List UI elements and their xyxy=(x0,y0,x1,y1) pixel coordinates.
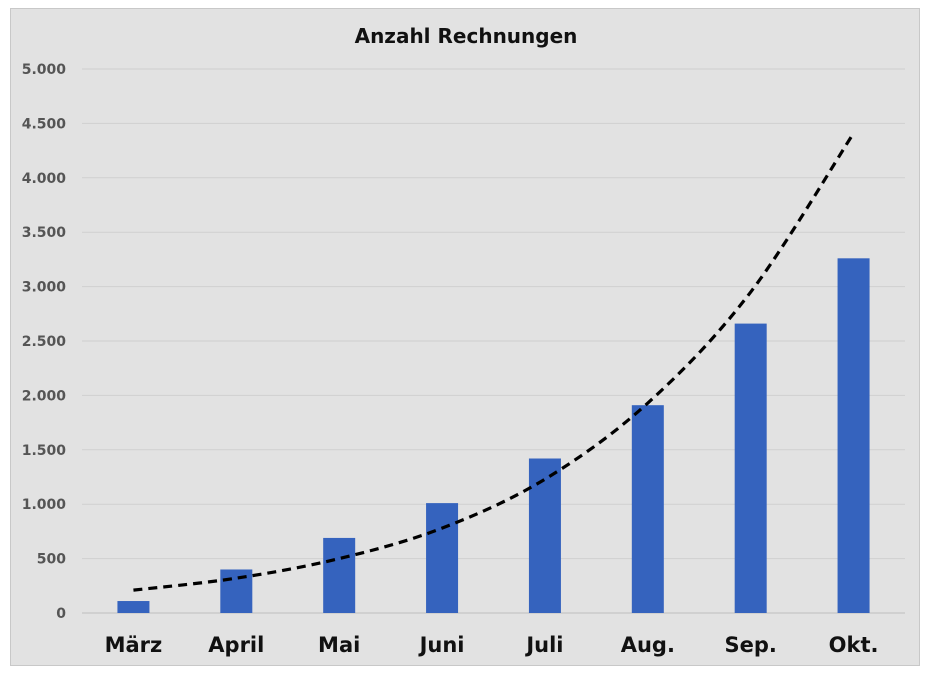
trendline-path xyxy=(133,132,855,592)
y-tick-label: 1.500 xyxy=(22,443,67,459)
bar xyxy=(837,258,870,613)
y-tick-label: 5.000 xyxy=(22,62,67,78)
y-tick-label: 2.000 xyxy=(22,388,67,404)
y-tick-label: 3.500 xyxy=(22,225,67,241)
x-tick-label: Okt. xyxy=(829,633,879,657)
x-tick-label: Sep. xyxy=(724,633,776,657)
bar xyxy=(734,323,767,613)
bar xyxy=(426,503,459,613)
bars xyxy=(117,258,870,613)
y-axis-ticks: 0 500 1.000 1.500 2.000 2.500 3.000 3.500 4.000 4… xyxy=(22,62,67,622)
x-tick-label: Juli xyxy=(524,633,563,657)
x-tick-label: März xyxy=(105,633,163,657)
bar-chart: Anzahl Rechnungen 0 500 1.000 1.500 2.000 2.5… xyxy=(22,24,905,657)
y-tick-label: 1.000 xyxy=(22,497,67,513)
bar xyxy=(117,601,150,613)
bar xyxy=(631,405,664,613)
x-tick-label: Juni xyxy=(418,633,465,657)
bar xyxy=(323,537,356,613)
x-axis-ticks: März April Mai Juni Juli Aug. Sep. Okt. xyxy=(105,633,879,657)
y-tick-label: 3.000 xyxy=(22,280,67,296)
bar xyxy=(220,569,253,613)
x-tick-label: Aug. xyxy=(621,633,675,657)
chart-title: Anzahl Rechnungen xyxy=(355,24,578,48)
chart-frame: Anzahl Rechnungen 0 500 1.000 1.500 2.000 2.5… xyxy=(10,8,920,666)
x-tick-label: April xyxy=(208,633,264,657)
y-tick-label: 0 xyxy=(56,606,66,622)
trendline xyxy=(133,132,855,592)
y-tick-label: 4.000 xyxy=(22,171,67,187)
y-tick-label: 500 xyxy=(37,552,66,568)
y-tick-label: 4.500 xyxy=(22,116,67,132)
gridlines xyxy=(82,68,905,614)
bar xyxy=(528,458,561,613)
x-tick-label: Mai xyxy=(318,633,360,657)
y-tick-label: 2.500 xyxy=(22,334,67,350)
